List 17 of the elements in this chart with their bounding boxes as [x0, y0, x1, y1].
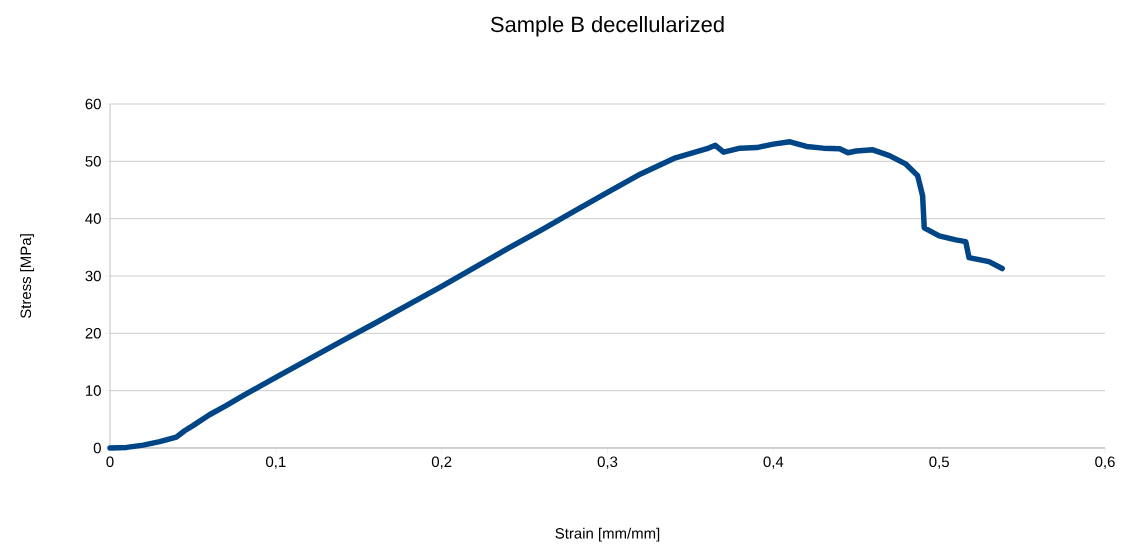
x-tick-label: 0,6	[1095, 456, 1115, 469]
x-tick-label: 0	[106, 456, 114, 468]
chart-title: Sample B decellularized	[490, 16, 724, 37]
x-tick-label: 0,3	[597, 456, 618, 469]
y-tick-label: 60	[85, 98, 101, 110]
y-tick-label: 20	[85, 328, 101, 339]
x-tick-label: 0,1	[266, 456, 286, 469]
x-tick-label: 0,4	[763, 456, 784, 469]
y-tick-label: 30	[85, 270, 101, 282]
y-tick-label: 10	[86, 385, 101, 396]
x-tick-label: 0,5	[929, 456, 949, 469]
x-axis-title: Strain [mm/mm]	[555, 527, 660, 542]
y-tick-label: 40	[85, 213, 101, 224]
y-tick-label: 0	[93, 442, 101, 454]
x-tick-label: 0,2	[431, 456, 452, 469]
y-axis-title: Stress [MPa]	[20, 234, 35, 319]
y-tick-label: 50	[85, 156, 101, 167]
